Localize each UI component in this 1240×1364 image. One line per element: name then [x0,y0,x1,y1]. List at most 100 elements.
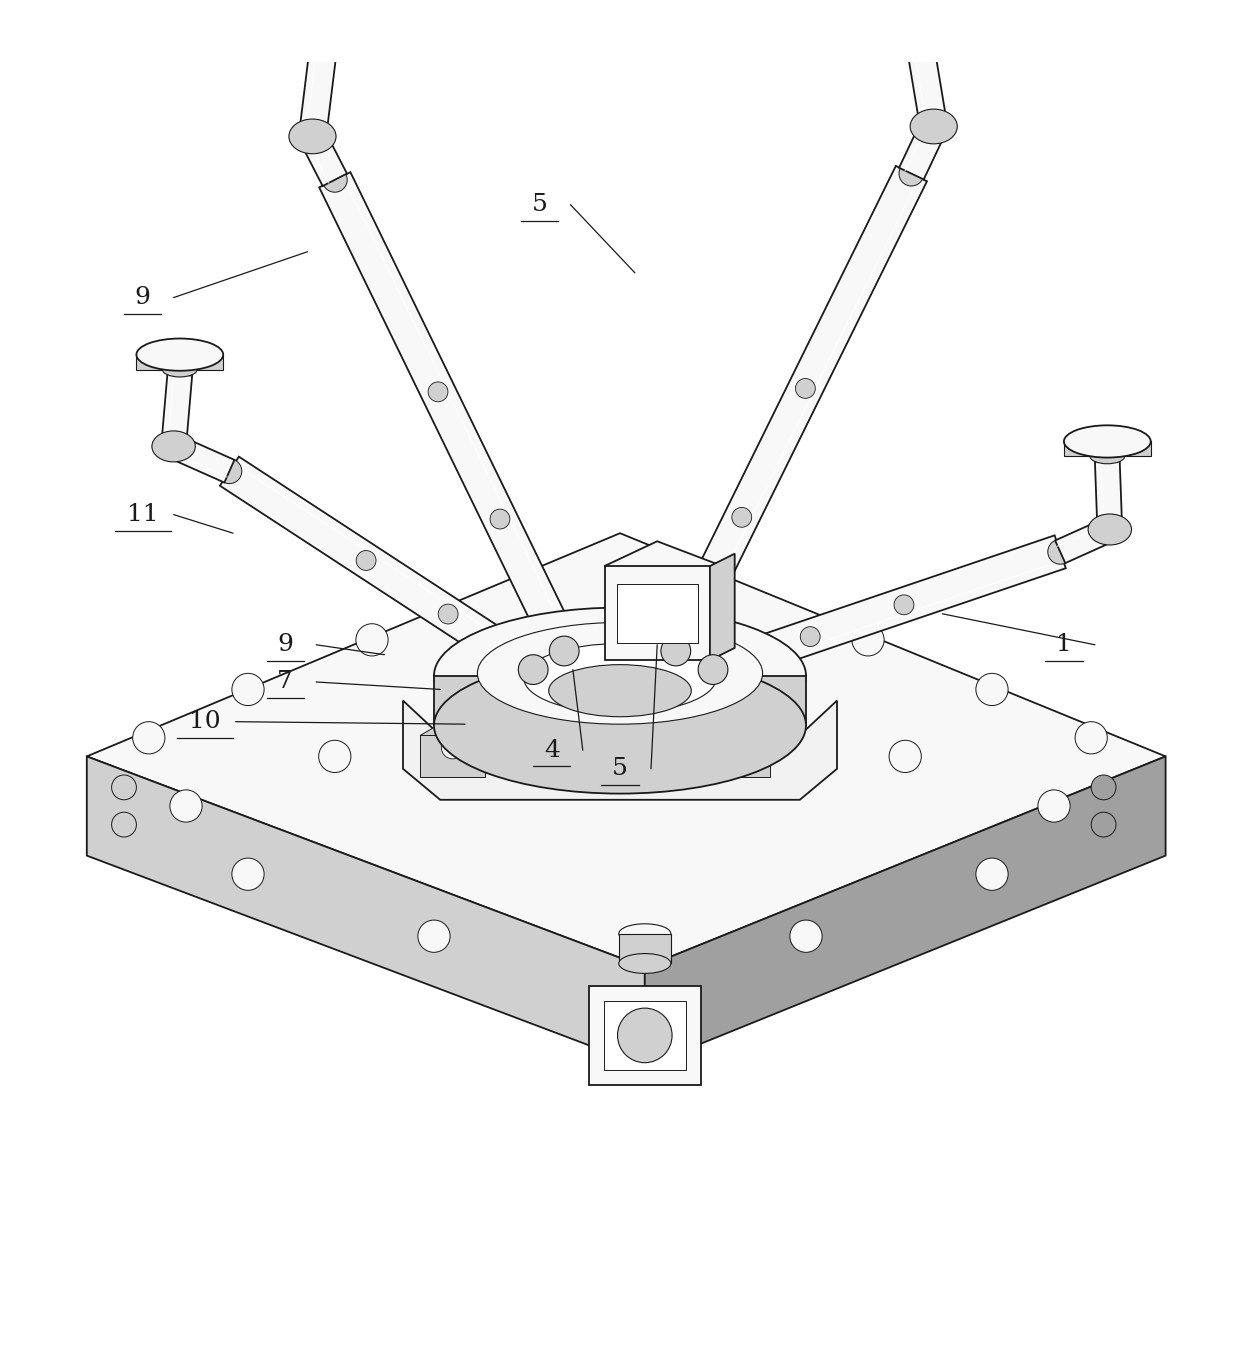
Polygon shape [87,757,645,1067]
Polygon shape [161,374,192,447]
Circle shape [1091,775,1116,799]
Text: 9: 9 [135,286,150,310]
Circle shape [441,737,464,758]
Text: 10: 10 [188,711,221,734]
Ellipse shape [619,953,671,974]
Polygon shape [604,1001,686,1071]
Polygon shape [136,355,223,370]
Polygon shape [908,50,947,128]
Circle shape [319,741,351,772]
Circle shape [976,674,1008,705]
Text: 7: 7 [278,671,293,693]
Circle shape [796,378,816,398]
Ellipse shape [153,431,196,462]
Text: 4: 4 [544,739,559,761]
Circle shape [553,677,575,700]
Text: 5: 5 [532,194,547,216]
Polygon shape [872,30,971,48]
Ellipse shape [434,607,806,743]
Circle shape [232,674,264,705]
Ellipse shape [872,11,971,48]
Ellipse shape [910,109,957,143]
Polygon shape [532,657,596,694]
Polygon shape [420,735,485,777]
Circle shape [112,775,136,799]
Circle shape [790,921,822,952]
Ellipse shape [619,923,671,944]
Circle shape [356,623,388,656]
Circle shape [976,858,1008,891]
Polygon shape [219,457,543,685]
Polygon shape [273,34,372,50]
Polygon shape [709,554,734,660]
Polygon shape [645,757,1166,1067]
Polygon shape [706,735,770,777]
Polygon shape [899,120,946,180]
Ellipse shape [273,15,372,52]
Ellipse shape [1089,514,1131,546]
Circle shape [618,1008,672,1063]
Circle shape [1038,790,1070,822]
Circle shape [438,604,458,623]
Polygon shape [169,435,234,483]
Circle shape [356,551,376,570]
Circle shape [727,737,749,758]
Polygon shape [420,716,485,754]
Polygon shape [300,130,347,186]
Ellipse shape [289,119,336,154]
Polygon shape [1095,461,1122,531]
Circle shape [698,655,728,685]
Polygon shape [650,674,714,715]
Circle shape [889,741,921,772]
Polygon shape [708,535,1065,686]
Text: 11: 11 [126,503,159,527]
Ellipse shape [1090,449,1125,464]
Polygon shape [403,701,837,799]
Circle shape [112,812,136,837]
Circle shape [899,161,924,186]
Ellipse shape [477,622,763,724]
Circle shape [217,458,242,484]
Polygon shape [532,675,596,717]
Circle shape [133,722,165,754]
Circle shape [671,675,693,697]
Polygon shape [299,55,336,138]
Circle shape [661,636,691,666]
Circle shape [732,507,751,528]
Ellipse shape [303,42,342,60]
Circle shape [1075,722,1107,754]
Ellipse shape [1064,426,1151,457]
Circle shape [549,636,579,666]
Circle shape [490,509,510,529]
Polygon shape [605,566,709,660]
Circle shape [518,655,548,685]
Ellipse shape [434,657,806,794]
Circle shape [322,168,347,192]
Polygon shape [319,172,580,659]
Ellipse shape [901,38,941,56]
Polygon shape [650,655,714,692]
Circle shape [170,790,202,822]
Text: 5: 5 [613,757,627,780]
Polygon shape [589,986,701,1084]
Circle shape [428,382,448,402]
Circle shape [1048,539,1073,565]
Polygon shape [618,584,697,642]
Polygon shape [434,675,806,726]
Circle shape [1091,812,1116,837]
Circle shape [800,626,820,647]
Polygon shape [1064,442,1151,457]
Circle shape [894,595,914,615]
Circle shape [852,623,884,656]
Polygon shape [1055,518,1115,563]
Ellipse shape [162,361,197,376]
Polygon shape [619,934,671,963]
Polygon shape [87,533,1166,967]
Polygon shape [605,542,722,591]
Ellipse shape [549,664,692,716]
Polygon shape [660,166,928,659]
Ellipse shape [523,644,717,713]
Text: 9: 9 [278,633,293,656]
Circle shape [232,858,264,891]
Text: 1: 1 [1056,633,1071,656]
